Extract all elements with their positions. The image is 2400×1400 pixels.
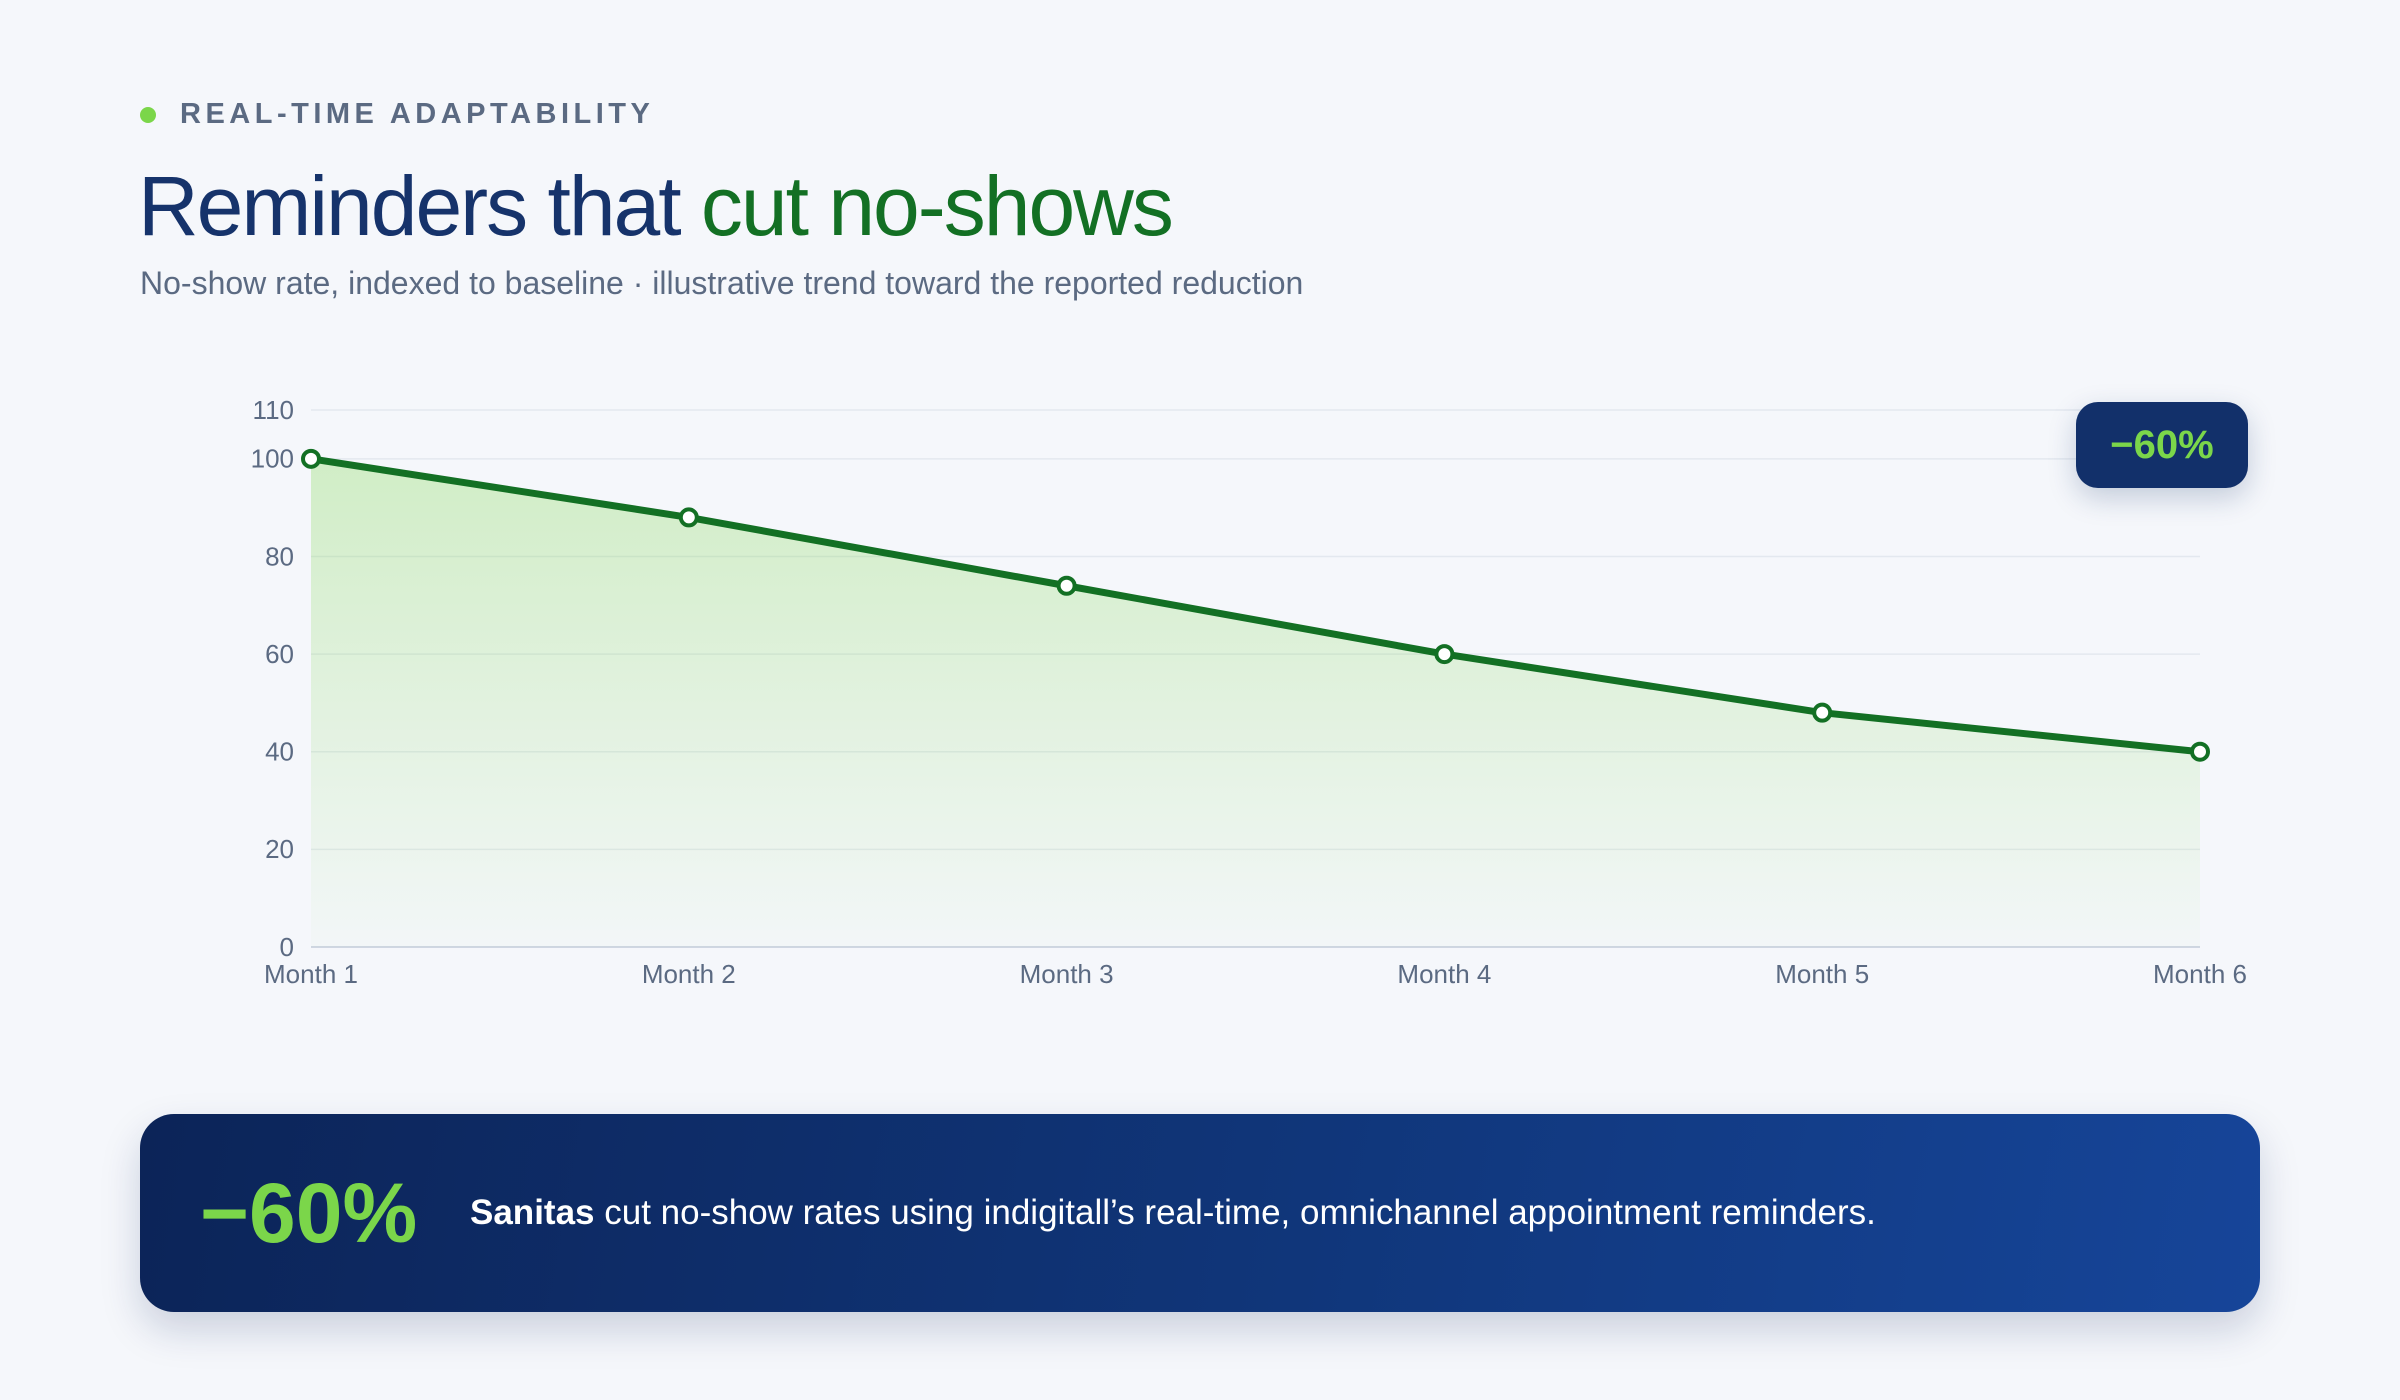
data-point-1 xyxy=(301,448,321,469)
data-point-5 xyxy=(1812,702,1833,723)
series-line xyxy=(307,455,2204,756)
eyebrow-text: REAL-TIME ADAPTABILITY xyxy=(180,98,655,130)
callout-banner: −60% Sanitas cut no-show rates using ind… xyxy=(140,1114,2260,1312)
x-tick-label: Month 4 xyxy=(1397,959,1491,989)
x-tick-label: Month 2 xyxy=(642,959,736,989)
y-tick-label: 40 xyxy=(265,737,294,767)
series-area xyxy=(311,458,2200,947)
data-point-6 xyxy=(2190,741,2210,762)
data-point-3 xyxy=(1056,575,1077,596)
reduction-badge: −60% xyxy=(2076,402,2248,488)
y-tick-label: 0 xyxy=(280,932,294,962)
page-title: Reminders that cut no-shows xyxy=(138,158,1174,255)
subtitle: No-show rate, indexed to baseline · illu… xyxy=(140,265,1304,301)
line-layer xyxy=(307,455,2204,756)
callout-text: Sanitas cut no-show rates using indigita… xyxy=(470,1193,1876,1233)
y-tick-labels: 0 20 40 60 80 100 110 xyxy=(251,395,294,962)
callout-value: −60% xyxy=(200,1165,418,1260)
callout-description: cut no-show rates using indigitall’s rea… xyxy=(594,1193,1876,1232)
x-tick-label: Month 3 xyxy=(1020,959,1114,989)
eyebrow: REAL-TIME ADAPTABILITY xyxy=(140,98,654,131)
y-tick-label: 60 xyxy=(265,639,294,669)
eyebrow-dot xyxy=(140,106,156,123)
data-point-4 xyxy=(1434,644,1455,665)
title-part-1: Reminders that xyxy=(138,159,701,253)
x-tick-label: Month 1 xyxy=(264,959,358,989)
y-tick-label: 20 xyxy=(265,834,294,864)
x-tick-label: Month 6 xyxy=(2153,959,2247,989)
y-tick-label: 80 xyxy=(265,541,294,571)
x-tick-labels: Month 1 Month 2 Month 3 Month 4 Month 5 Month… xyxy=(264,959,2247,989)
data-point-2 xyxy=(678,507,699,528)
x-tick-label: Month 5 xyxy=(1775,959,1869,989)
area-layer xyxy=(311,458,2200,947)
y-tick-label: 110 xyxy=(253,395,294,425)
points-layer xyxy=(301,448,2210,762)
callout-brand: Sanitas xyxy=(470,1193,595,1232)
y-tick-label: 100 xyxy=(251,444,294,474)
title-accent: cut no-shows xyxy=(700,159,1174,253)
